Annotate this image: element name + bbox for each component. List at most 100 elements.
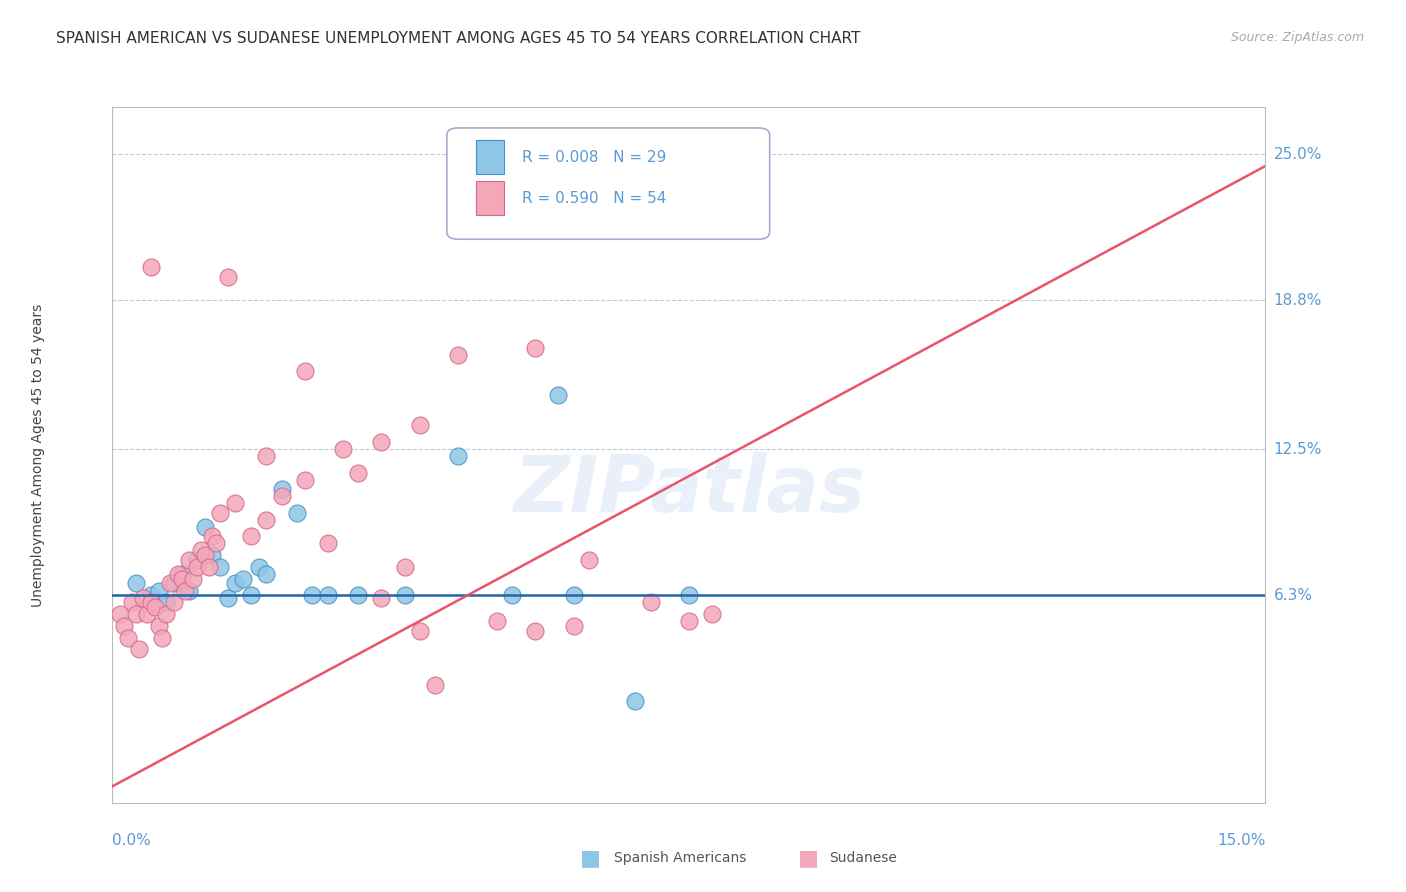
- Point: [148, 583, 170, 598]
- Text: 12.5%: 12.5%: [1274, 442, 1322, 457]
- Point: [485, 614, 508, 628]
- Point: [640, 595, 662, 609]
- Point: [155, 595, 177, 609]
- Point: [179, 583, 201, 598]
- Point: [394, 588, 416, 602]
- Point: [285, 506, 308, 520]
- Text: R = 0.008   N = 29: R = 0.008 N = 29: [522, 150, 666, 165]
- Point: [179, 553, 201, 567]
- Point: [232, 572, 254, 586]
- Point: [181, 572, 204, 586]
- Point: [247, 560, 270, 574]
- Point: [409, 418, 432, 433]
- Point: [217, 591, 239, 605]
- Text: 15.0%: 15.0%: [1218, 833, 1265, 848]
- Point: [316, 536, 339, 550]
- Point: [217, 269, 239, 284]
- Point: [124, 576, 146, 591]
- Point: [524, 341, 547, 355]
- Point: [447, 348, 470, 362]
- Point: [201, 548, 224, 562]
- Point: [124, 607, 146, 621]
- Point: [370, 434, 392, 449]
- Point: [155, 607, 177, 621]
- Point: [186, 553, 208, 567]
- Text: SPANISH AMERICAN VS SUDANESE UNEMPLOYMENT AMONG AGES 45 TO 54 YEARS CORRELATION : SPANISH AMERICAN VS SUDANESE UNEMPLOYMEN…: [56, 31, 860, 46]
- Point: [316, 588, 339, 602]
- Text: 18.8%: 18.8%: [1274, 293, 1322, 308]
- Text: ■: ■: [799, 848, 818, 868]
- Text: 25.0%: 25.0%: [1274, 146, 1322, 161]
- Point: [394, 560, 416, 574]
- Point: [152, 631, 174, 645]
- Point: [301, 588, 323, 602]
- Point: [425, 678, 447, 692]
- Point: [201, 529, 224, 543]
- Point: [166, 567, 188, 582]
- FancyBboxPatch shape: [475, 140, 505, 174]
- Point: [117, 631, 139, 645]
- Point: [108, 607, 131, 621]
- Point: [332, 442, 354, 456]
- Text: R = 0.590   N = 54: R = 0.590 N = 54: [522, 191, 666, 205]
- FancyBboxPatch shape: [475, 181, 505, 215]
- Point: [254, 567, 277, 582]
- Point: [163, 595, 186, 609]
- Point: [524, 624, 547, 638]
- Point: [678, 614, 700, 628]
- Point: [239, 588, 262, 602]
- Point: [224, 496, 246, 510]
- Point: [197, 560, 219, 574]
- Point: [163, 576, 186, 591]
- Point: [270, 489, 292, 503]
- Text: ■: ■: [581, 848, 600, 868]
- Point: [139, 260, 162, 275]
- Point: [159, 576, 181, 591]
- Point: [194, 548, 217, 562]
- Point: [578, 553, 600, 567]
- Point: [143, 600, 166, 615]
- Point: [148, 619, 170, 633]
- Point: [547, 388, 569, 402]
- FancyBboxPatch shape: [447, 128, 769, 239]
- Point: [239, 529, 262, 543]
- Point: [294, 473, 316, 487]
- Point: [209, 506, 232, 520]
- Point: [112, 619, 135, 633]
- Point: [409, 624, 432, 638]
- Text: Sudanese: Sudanese: [830, 851, 897, 865]
- Point: [139, 595, 162, 609]
- Point: [294, 364, 316, 378]
- Point: [700, 607, 723, 621]
- Point: [170, 567, 193, 582]
- Point: [270, 482, 292, 496]
- Point: [224, 576, 246, 591]
- Point: [174, 583, 197, 598]
- Text: ZIPatlas: ZIPatlas: [513, 451, 865, 528]
- Point: [209, 560, 232, 574]
- Point: [139, 588, 162, 602]
- Point: [562, 588, 585, 602]
- Point: [132, 591, 155, 605]
- Point: [136, 607, 159, 621]
- Point: [370, 591, 392, 605]
- Point: [194, 520, 217, 534]
- Point: [624, 694, 647, 708]
- Point: [562, 619, 585, 633]
- Text: 6.3%: 6.3%: [1274, 588, 1313, 603]
- Point: [447, 449, 470, 463]
- Text: Source: ZipAtlas.com: Source: ZipAtlas.com: [1230, 31, 1364, 45]
- Point: [205, 536, 228, 550]
- Text: Spanish Americans: Spanish Americans: [614, 851, 747, 865]
- Point: [190, 543, 212, 558]
- Point: [501, 588, 523, 602]
- Point: [128, 642, 150, 657]
- Point: [254, 513, 277, 527]
- Point: [186, 560, 208, 574]
- Point: [347, 466, 370, 480]
- Point: [121, 595, 143, 609]
- Text: 0.0%: 0.0%: [112, 833, 152, 848]
- Point: [678, 588, 700, 602]
- Point: [347, 588, 370, 602]
- Text: Unemployment Among Ages 45 to 54 years: Unemployment Among Ages 45 to 54 years: [31, 303, 45, 607]
